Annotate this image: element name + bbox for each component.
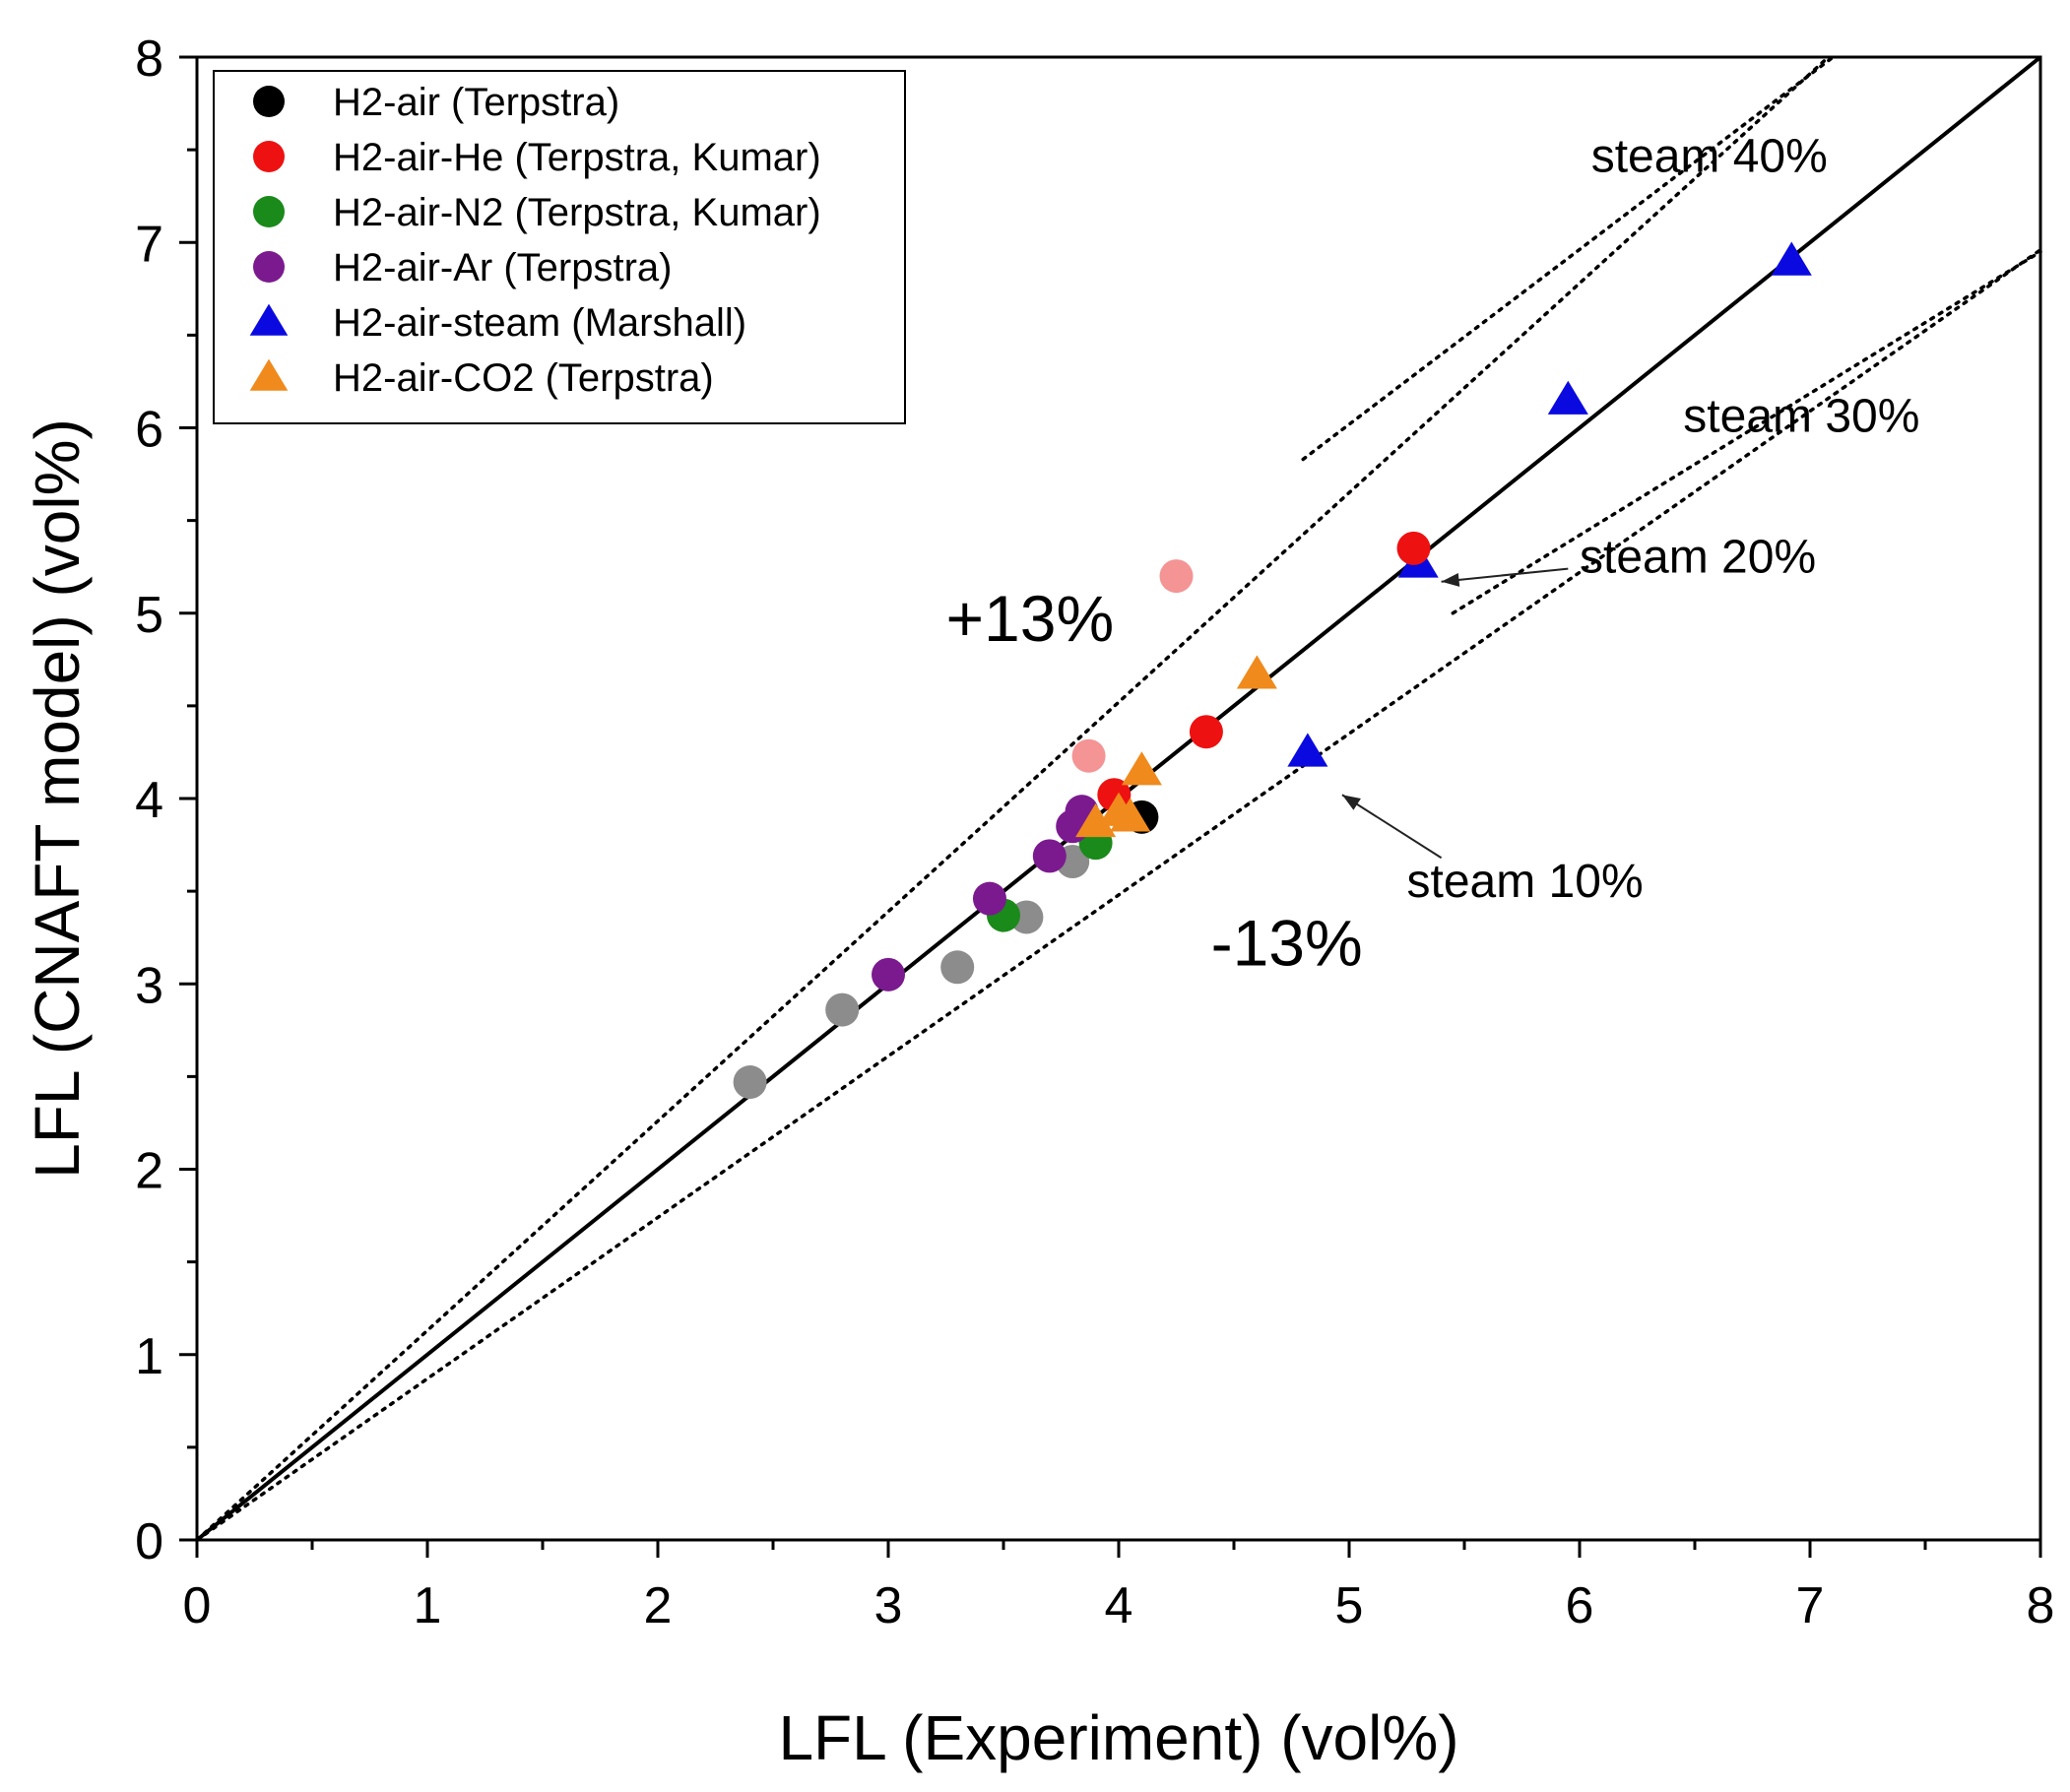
steam-40-label: steam 40% [1591,131,1828,183]
x-tick-label: 6 [1566,1577,1594,1634]
x-tick-label: 8 [2027,1577,2055,1634]
h2-air-co2-point [1075,802,1117,838]
y-tick-label: 5 [135,587,163,644]
minus-13-label: -13% [1211,906,1363,979]
h2-air-ar-point [872,957,905,992]
y-tick-label: 3 [135,957,163,1014]
annotations: +13% -13% steam 40% steam 30% steam 20% steam… [946,131,1920,980]
h2-air-steam-point [1547,380,1588,415]
h2-air-ar-point [1032,839,1067,873]
h2-air-ar-point [972,881,1006,916]
legend-label: H2-air-N2 (Terpstra, Kumar) [333,191,821,234]
steam-20-label-arrow-line [1441,567,1569,583]
h2-air-he-legend-marker [253,141,285,172]
steam-10-label-arrow-head [1341,795,1361,810]
x-tick-label: 3 [874,1577,903,1634]
steam-10-label-arrow-line [1341,794,1443,860]
legend-label: H2-air-CO2 (Terpstra) [333,356,714,400]
legend: H2-air (Terpstra) H2-air-He (Terpstra, Ku… [213,70,906,424]
minus-13-line [195,248,2042,1542]
h2-air-co2-point [1236,655,1277,689]
legend-label: H2-air-Ar (Terpstra) [333,246,672,289]
gray-points-point [733,1065,767,1100]
steam-20-label-arrow-head [1441,572,1460,587]
legend-box [213,70,906,424]
y-tick-label: 1 [135,1328,163,1385]
h2-air-steam-point [1287,733,1328,767]
plus-13-label: +13% [946,582,1115,655]
gray-points-point [825,992,860,1027]
steam-30-line [1451,249,2042,615]
x-tick-label: 7 [1796,1577,1825,1634]
h2-air-co2-legend-marker [249,358,289,391]
plus-13-line [195,55,1831,1542]
x-tick-label: 1 [414,1577,442,1634]
steam-20-label: steam 20% [1580,531,1816,583]
light-red-points-point [1071,738,1106,773]
y-tick-label: 8 [135,31,163,88]
x-tick-label: 0 [183,1577,212,1634]
y-tick-label: 7 [135,216,163,273]
y-tick-label: 0 [135,1513,163,1570]
legend-label: H2-air (Terpstra) [333,81,619,124]
x-tick-label: 4 [1105,1577,1133,1634]
y-tick-label: 2 [135,1143,163,1200]
legend-label: H2-air-steam (Marshall) [333,301,746,345]
axes: 0 1 2 3 4 5 6 7 8 0 1 2 3 4 5 6 7 8 LFL (Experiment) (vol%… [22,31,2054,1773]
h2-air-legend-marker [253,86,285,117]
x-tick-label: 2 [644,1577,673,1634]
x-axis-title: LFL (Experiment) (vol%) [778,1702,1458,1773]
y-tick-label: 4 [135,772,163,829]
steam-40-line [1301,55,1836,462]
h2-air-steam-legend-marker [249,303,289,336]
data-points [733,241,1812,1100]
h2-air-ar-legend-marker [253,251,285,283]
light-red-points-point [1159,559,1194,594]
h2-air-steam-point [1771,241,1812,276]
legend-label: H2-air-He (Terpstra, Kumar) [333,136,821,179]
steam-30-label: steam 30% [1683,390,1919,442]
h2-air-he-point [1189,715,1223,749]
y-tick-label: 6 [135,402,163,459]
h2-air-he-point [1396,531,1431,565]
h2-air-n2-legend-marker [253,196,285,227]
h2-air-co2-point [1121,751,1162,786]
x-tick-label: 5 [1335,1577,1364,1634]
y-axis-title: LFL (CNAFT model) (vol%) [22,418,93,1179]
h2-air-co2-point [1110,798,1151,832]
steam-10-label: steam 10% [1407,856,1644,908]
gray-points-point [940,950,975,985]
